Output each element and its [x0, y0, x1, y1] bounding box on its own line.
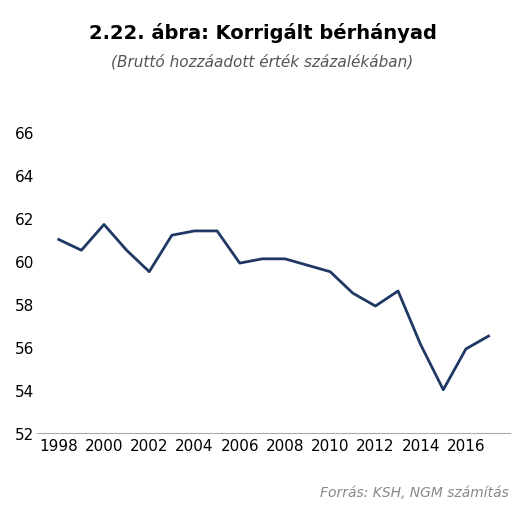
Text: (Bruttó hozzáadott érték százalékában): (Bruttó hozzáadott érték százalékában)	[111, 53, 414, 69]
Text: Forrás: KSH, NGM számítás: Forrás: KSH, NGM számítás	[320, 485, 509, 499]
Text: 2.22. ábra: Korrigált bérhányad: 2.22. ábra: Korrigált bérhányad	[89, 23, 436, 43]
